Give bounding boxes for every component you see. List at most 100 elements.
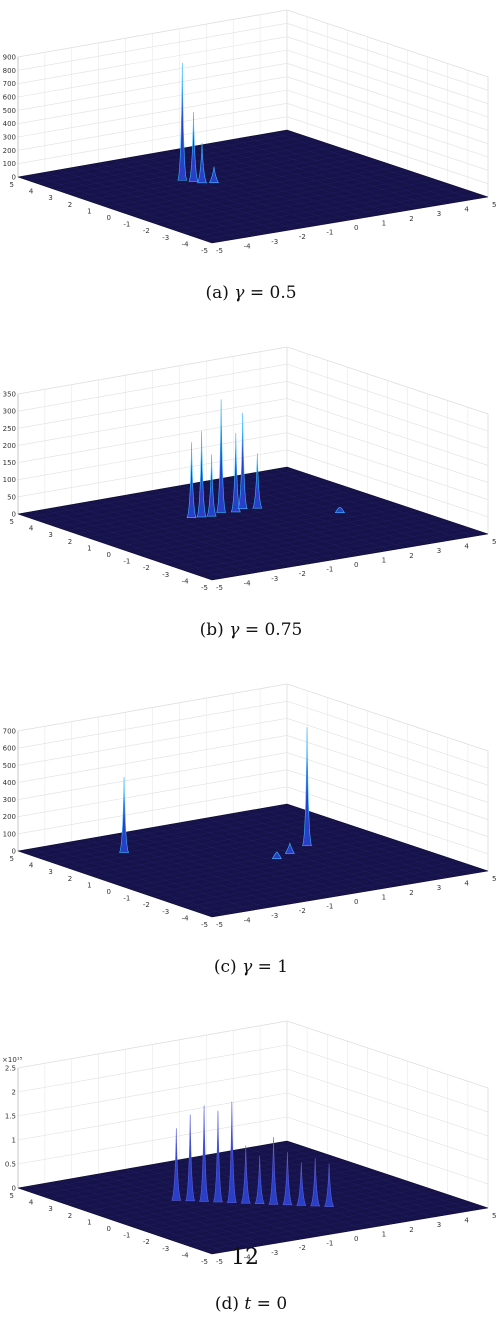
x-tick-label: -1 xyxy=(326,229,333,237)
surface-peak xyxy=(296,1162,307,1206)
x-tick-label: 3 xyxy=(437,1221,441,1229)
x-tick-label: 5 xyxy=(492,875,496,883)
x-tick-label: -3 xyxy=(271,575,278,583)
surface-peak xyxy=(324,1163,335,1207)
y-tick-label: -3 xyxy=(162,908,169,916)
z-tick-label: 300 xyxy=(3,134,16,142)
x-tick-label: 5 xyxy=(492,201,496,209)
x-tick-label: 3 xyxy=(437,884,441,892)
surface-plot-b: 0 50 100 150 200 250 300 350 -5 -4 -3 -2 -1 0 1 2 3 4 5 5 4 3… xyxy=(3,346,496,592)
x-tick-label: 4 xyxy=(464,206,469,214)
surface-peak xyxy=(254,1155,265,1205)
y-tick-label: 5 xyxy=(10,1192,14,1200)
y-tick-label: -1 xyxy=(123,1232,130,1240)
y-tick-label: 3 xyxy=(48,868,52,876)
y-tick-label: 2 xyxy=(68,201,72,209)
z-tick-label: 100 xyxy=(3,476,16,484)
z-tick-labels: 0 100 200 300 400 500 600 700 800 900 xyxy=(3,54,16,182)
y-tick-labels: 5 4 3 2 1 0 -1 -2 -3 -4 -5 xyxy=(10,855,208,929)
surface-floor xyxy=(17,129,489,244)
x-tick-label: -3 xyxy=(271,238,278,246)
y-tick-label: 1 xyxy=(87,1218,91,1226)
surface-peak xyxy=(310,1157,321,1207)
surface-peaks xyxy=(186,399,345,518)
y-tick-label: 5 xyxy=(10,181,14,189)
x-tick-label: 1 xyxy=(382,219,386,227)
z-multiplier-label: ×10¹⁵ xyxy=(2,1056,23,1064)
y-tick-label: 1 xyxy=(87,881,91,889)
y-tick-label: 0 xyxy=(107,214,111,222)
y-tick-label: -4 xyxy=(182,577,190,585)
caption-c: (c) γ = 1 xyxy=(213,957,289,977)
z-tick-label: 0 xyxy=(12,1185,16,1193)
y-tick-label: 1 xyxy=(87,207,91,215)
x-tick-label: 1 xyxy=(382,1230,386,1238)
z-tick-label: 600 xyxy=(3,745,16,753)
y-tick-label: -2 xyxy=(143,901,150,909)
x-tick-label: -5 xyxy=(216,247,223,255)
z-tick-label: 400 xyxy=(3,120,16,128)
x-tick-label: -1 xyxy=(326,1240,333,1248)
z-tick-label: 0 xyxy=(12,174,16,182)
surface-peak xyxy=(237,412,248,510)
x-tick-label: -1 xyxy=(326,566,333,574)
z-tick-labels: 0 0.5 1 1.5 2 2.5×10¹⁵ xyxy=(2,1056,23,1193)
caption-a: (a) γ = 0.5 xyxy=(205,283,297,303)
surface-peak xyxy=(171,1128,182,1201)
x-tick-labels: -5 -4 -3 -2 -1 0 1 2 3 4 5 xyxy=(216,538,496,592)
z-tick-label: 800 xyxy=(3,67,16,75)
y-tick-label: 5 xyxy=(10,855,14,863)
y-tick-label: 4 xyxy=(29,525,34,533)
x-tick-label: -5 xyxy=(216,921,223,929)
x-tick-label: -4 xyxy=(244,579,252,587)
y-tick-label: 2 xyxy=(68,538,72,546)
z-tick-label: 700 xyxy=(3,80,16,88)
surface-peak xyxy=(252,453,263,509)
z-tick-label: 1.5 xyxy=(5,1113,16,1121)
x-tick-label: -3 xyxy=(271,912,278,920)
surface-peak xyxy=(185,1114,196,1202)
z-tick-label: 700 xyxy=(3,728,16,736)
z-tick-label: 500 xyxy=(3,107,16,115)
x-tick-label: 3 xyxy=(437,210,441,218)
x-tick-label: 1 xyxy=(382,893,386,901)
x-tick-labels: -5 -4 -3 -2 -1 0 1 2 3 4 5 xyxy=(216,201,496,255)
y-tick-label: -2 xyxy=(143,1238,150,1246)
z-tick-label: 300 xyxy=(3,408,16,416)
x-tick-label: 0 xyxy=(354,224,358,232)
z-tick-label: 100 xyxy=(3,830,16,838)
x-tick-label: 2 xyxy=(409,215,413,223)
x-tick-label: 0 xyxy=(354,561,358,569)
surface-plot-c: 0 100 200 300 400 500 600 700 -5 -4 -3 -2 -1 0 1 2 3 4 5 5 4… xyxy=(3,683,496,929)
page-number: 12 xyxy=(231,1245,259,1270)
surface-peak xyxy=(268,1137,279,1205)
z-tick-label: 200 xyxy=(3,147,16,155)
y-tick-label: 1 xyxy=(87,544,91,552)
surface-peak xyxy=(206,454,217,517)
x-tick-label: -4 xyxy=(244,1253,252,1261)
surface-peak xyxy=(226,1101,237,1203)
y-tick-label: 3 xyxy=(48,531,52,539)
surface-peaks xyxy=(177,62,219,184)
z-tick-label: 350 xyxy=(3,391,16,399)
axes-walls xyxy=(17,683,489,872)
z-tick-label: 0.5 xyxy=(5,1161,16,1169)
surface-peak xyxy=(284,842,295,854)
x-tick-label: 2 xyxy=(409,552,413,560)
x-tick-label: -5 xyxy=(216,1258,223,1266)
y-tick-label: -4 xyxy=(182,914,190,922)
y-tick-labels: 5 4 3 2 1 0 -1 -2 -3 -4 -5 xyxy=(10,518,208,592)
x-tick-label: -2 xyxy=(299,233,306,241)
z-tick-labels: 0 50 100 150 200 250 300 350 xyxy=(3,391,16,519)
z-tick-label: 50 xyxy=(7,493,16,501)
x-tick-label: 2 xyxy=(409,1226,413,1234)
z-tick-label: 400 xyxy=(3,779,16,787)
x-tick-label: -2 xyxy=(299,907,306,915)
surface-peak xyxy=(208,166,219,184)
y-tick-label: -1 xyxy=(123,558,130,566)
surface-peak xyxy=(177,62,188,181)
surface-floor xyxy=(17,466,489,581)
z-tick-label: 250 xyxy=(3,425,16,433)
x-tick-label: 5 xyxy=(492,1212,496,1220)
